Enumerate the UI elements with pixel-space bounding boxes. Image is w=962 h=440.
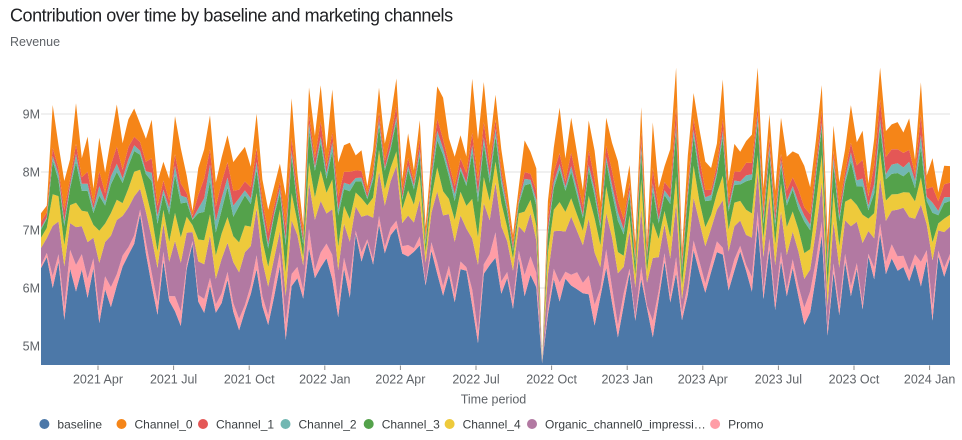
svg-text:6M: 6M: [23, 282, 40, 296]
svg-text:7M: 7M: [23, 224, 40, 238]
svg-text:2023 Jan: 2023 Jan: [601, 373, 652, 387]
svg-text:5M: 5M: [23, 340, 40, 354]
svg-text:2022 Oct: 2022 Oct: [526, 373, 577, 387]
svg-text:Promo: Promo: [728, 418, 764, 432]
svg-text:8M: 8M: [23, 166, 40, 180]
svg-text:2023 Oct: 2023 Oct: [829, 373, 880, 387]
svg-text:2021 Oct: 2021 Oct: [224, 373, 275, 387]
svg-text:2021 Apr: 2021 Apr: [73, 373, 123, 387]
svg-text:Organic_channel0_impressi…: Organic_channel0_impressi…: [545, 418, 706, 432]
svg-text:2022 Jul: 2022 Jul: [452, 373, 499, 387]
svg-text:2022 Apr: 2022 Apr: [375, 373, 425, 387]
svg-text:9M: 9M: [23, 108, 40, 122]
svg-text:Time period: Time period: [461, 393, 527, 407]
svg-text:2023 Apr: 2023 Apr: [678, 373, 728, 387]
svg-text:Channel_1: Channel_1: [216, 418, 274, 432]
svg-text:Channel_4: Channel_4: [463, 418, 521, 432]
svg-text:Contribution over time by base: Contribution over time by baseline and m…: [10, 6, 453, 26]
svg-text:2024 Jan: 2024 Jan: [904, 373, 955, 387]
svg-text:Channel_3: Channel_3: [382, 418, 440, 432]
svg-text:Channel_2: Channel_2: [299, 418, 357, 432]
svg-text:2023 Jul: 2023 Jul: [755, 373, 802, 387]
svg-text:baseline: baseline: [57, 418, 102, 432]
svg-text:Revenue: Revenue: [10, 35, 60, 49]
svg-text:2022 Jan: 2022 Jan: [299, 373, 350, 387]
svg-text:2021 Jul: 2021 Jul: [150, 373, 197, 387]
svg-text:Channel_0: Channel_0: [135, 418, 193, 432]
